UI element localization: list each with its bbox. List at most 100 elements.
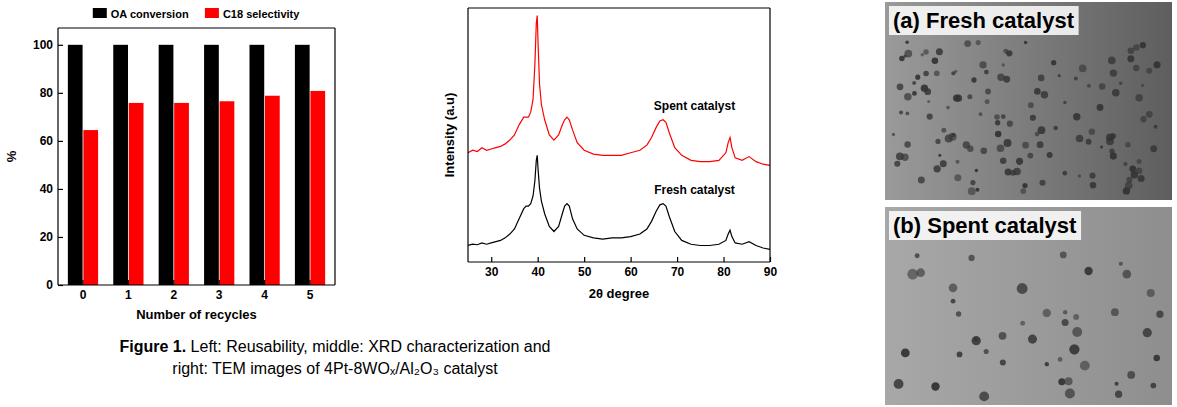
tick-mark	[491, 257, 492, 262]
x-axis-title: 2θ degree	[589, 286, 650, 301]
texture-dot	[903, 54, 906, 57]
axis-line	[468, 261, 770, 262]
texture-dot	[1038, 75, 1045, 82]
texture-dot	[1146, 111, 1153, 118]
tick: 40	[40, 182, 63, 196]
tick-mark	[82, 280, 83, 285]
image-panel: (b) Spent catalyst	[885, 207, 1172, 405]
texture-dot	[1060, 251, 1067, 258]
axis-line	[57, 28, 58, 285]
texture-dot	[985, 89, 991, 95]
bar	[129, 103, 144, 285]
texture-dot	[1020, 188, 1026, 194]
bar	[310, 91, 325, 285]
texture-dot	[1127, 371, 1135, 379]
texture-dot	[905, 40, 909, 44]
texture-dot	[1058, 378, 1065, 385]
texture-dot	[1062, 171, 1067, 176]
texture-dot	[945, 134, 953, 142]
texture-dot	[946, 106, 950, 110]
texture-dot	[1141, 84, 1144, 87]
tick: 40	[532, 257, 546, 279]
texture-dot	[957, 352, 963, 358]
texture-dot	[972, 336, 981, 345]
tick: 80	[40, 86, 63, 100]
texture-dot	[1156, 311, 1163, 318]
legend-swatch	[205, 8, 219, 18]
texture-dot	[1111, 308, 1119, 316]
texture-dot	[997, 144, 1005, 152]
label-background	[889, 6, 1079, 35]
tick-label: 50	[578, 265, 592, 279]
texture-dot	[1115, 391, 1122, 398]
bar	[220, 101, 235, 285]
texture-dot	[1007, 121, 1013, 127]
texture-dot	[938, 154, 941, 157]
tick-label: 1	[125, 288, 132, 302]
texture-dot	[949, 284, 958, 293]
tick-mark	[58, 237, 63, 238]
texture-dot	[1004, 139, 1012, 147]
texture-dot	[1069, 344, 1079, 354]
texture-dot	[1099, 83, 1106, 90]
texture-dot	[1140, 116, 1146, 122]
caption-line: Figure 1. Left: Reusability, middle: XRD…	[119, 338, 550, 355]
texture-dot	[1017, 283, 1028, 294]
texture-dot	[904, 141, 910, 147]
bar	[113, 45, 128, 285]
tick-label: 60	[624, 265, 638, 279]
texture-dot	[1000, 360, 1006, 366]
texture-dot	[997, 74, 1004, 81]
texture-dot	[968, 255, 974, 261]
texture-dot	[1041, 91, 1048, 98]
frame-line	[468, 7, 770, 8]
texture-dot	[975, 169, 979, 173]
texture-dot	[1150, 145, 1157, 152]
tick: 1	[125, 280, 132, 302]
texture-dot	[894, 161, 900, 167]
texture-dot	[1084, 267, 1092, 275]
texture-dot	[964, 40, 971, 47]
texture-dot	[1128, 47, 1135, 54]
texture-dot	[1045, 362, 1049, 366]
texture-dot	[1063, 310, 1067, 314]
texture-dot	[1005, 168, 1012, 175]
texture-dot	[1065, 388, 1075, 398]
line-chart: 304050607080902θ degreeIntensity (a.u)Sp…	[442, 8, 777, 301]
tick-mark	[677, 257, 678, 262]
tick: 20	[40, 230, 63, 244]
caption: Figure 1. Left: Reusability, middle: XRD…	[119, 338, 550, 377]
tick: 80	[717, 257, 731, 279]
texture-dot	[1090, 182, 1097, 189]
tick-label: 40	[532, 265, 546, 279]
bar	[295, 45, 310, 285]
texture-dot	[1039, 180, 1045, 186]
tick-mark	[584, 257, 585, 262]
tick: 3	[216, 280, 223, 302]
texture-dot	[979, 61, 986, 68]
texture-dot	[1030, 115, 1036, 121]
bar	[159, 45, 174, 285]
texture-dot	[1129, 165, 1136, 172]
texture-dot	[954, 174, 961, 181]
texture-dot	[1024, 41, 1028, 45]
texture-dot	[1154, 61, 1161, 68]
texture-dot	[1063, 101, 1066, 104]
texture-dot	[1087, 84, 1091, 88]
texture-dot	[970, 180, 975, 185]
texture-dot	[1073, 113, 1080, 120]
y-axis-title: Intensity (a.u)	[442, 93, 457, 178]
line	[468, 16, 770, 166]
texture-dot	[934, 165, 941, 172]
texture-dot	[901, 154, 908, 161]
texture-dot	[1143, 328, 1152, 337]
texture-dot	[1028, 102, 1034, 108]
tick-mark	[58, 93, 63, 94]
image-panel: (a) Fresh catalyst	[885, 2, 1172, 200]
tick: 70	[671, 257, 685, 279]
texture-dot	[984, 70, 989, 75]
tick-label: 80	[40, 86, 54, 100]
texture-dot	[1119, 81, 1122, 84]
label-background	[889, 211, 1081, 240]
tick-mark	[538, 257, 539, 262]
